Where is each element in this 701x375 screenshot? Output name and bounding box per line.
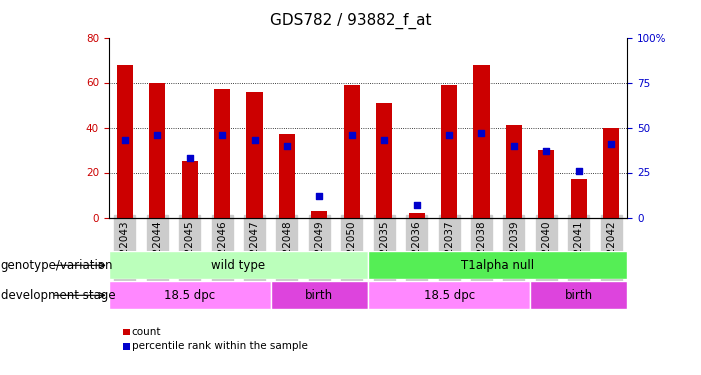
Bar xyxy=(441,85,457,218)
Bar xyxy=(109,251,368,279)
Point xyxy=(281,142,292,148)
Text: genotype/variation: genotype/variation xyxy=(1,259,113,272)
Bar xyxy=(538,150,554,217)
Bar xyxy=(368,281,530,309)
Point xyxy=(119,137,130,143)
Text: percentile rank within the sample: percentile rank within the sample xyxy=(132,341,307,351)
Text: 18.5 dpc: 18.5 dpc xyxy=(423,289,475,302)
Bar xyxy=(271,281,368,309)
Point xyxy=(444,132,455,138)
Bar xyxy=(603,128,619,218)
Bar xyxy=(117,64,133,218)
Point xyxy=(573,168,585,174)
Bar xyxy=(409,213,425,217)
Bar xyxy=(149,82,165,218)
Point xyxy=(540,148,552,154)
Text: T1alpha null: T1alpha null xyxy=(461,259,534,272)
Point xyxy=(606,141,617,147)
Bar xyxy=(311,211,327,218)
Bar xyxy=(214,89,230,218)
Bar xyxy=(247,92,263,218)
Bar xyxy=(182,161,198,218)
Text: 18.5 dpc: 18.5 dpc xyxy=(164,289,215,302)
Bar xyxy=(473,64,489,218)
Point xyxy=(184,155,196,161)
Point xyxy=(151,132,163,138)
Point xyxy=(249,137,260,143)
Text: count: count xyxy=(132,327,161,337)
Text: development stage: development stage xyxy=(1,289,116,302)
Bar xyxy=(571,179,587,218)
Point xyxy=(379,137,390,143)
Bar xyxy=(368,251,627,279)
Bar xyxy=(109,281,271,309)
Point xyxy=(508,142,519,148)
Bar xyxy=(506,125,522,218)
Text: birth: birth xyxy=(306,289,334,302)
Bar xyxy=(530,281,627,309)
Bar xyxy=(279,134,295,218)
Point xyxy=(314,193,325,199)
Text: GDS782 / 93882_f_at: GDS782 / 93882_f_at xyxy=(270,13,431,29)
Bar xyxy=(343,85,360,218)
Text: wild type: wild type xyxy=(211,259,266,272)
Point xyxy=(346,132,358,138)
Point xyxy=(217,132,228,138)
Bar xyxy=(376,103,393,218)
Text: birth: birth xyxy=(565,289,593,302)
Point xyxy=(411,202,422,208)
Point xyxy=(476,130,487,136)
